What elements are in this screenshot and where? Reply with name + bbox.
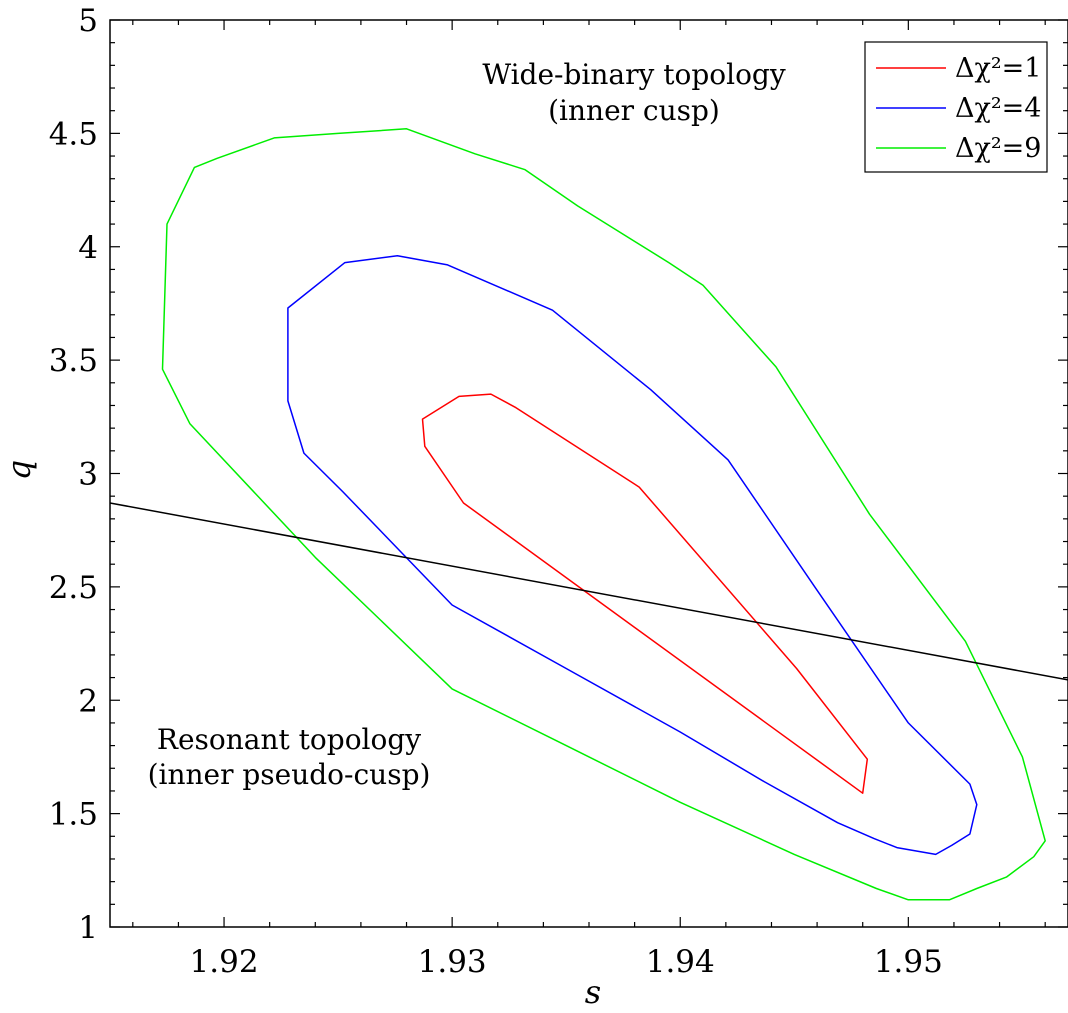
legend-label-3: Δχ²=9 <box>955 133 1041 164</box>
contour-series-1 <box>421 393 869 794</box>
y-tick-label: 2 <box>78 683 98 719</box>
y-tick-label: 4 <box>78 230 98 266</box>
contour-series-3 <box>161 128 1046 901</box>
boundary-layer <box>109 502 1068 681</box>
annotation-resonant-line1: Resonant topology <box>157 723 421 756</box>
y-tick-label: 1.5 <box>49 797 98 833</box>
annotation-resonant-line2: (inner pseudo-cusp) <box>148 758 431 791</box>
tick-layer <box>110 19 1068 928</box>
tick-label-layer: 1.92 1.93 1.94 1.95 1 1.5 2 2.5 3 3.5 4 4.5 5 <box>49 3 943 980</box>
legend: Δχ²=1 Δχ²=4 Δχ²=9 <box>864 41 1048 173</box>
x-axis-title: s <box>585 973 601 1011</box>
annotation-wide-binary: Wide-binary topology (inner cusp) <box>482 58 786 127</box>
y-tick-label: 3.5 <box>49 343 98 379</box>
x-tick-label: 1.94 <box>646 944 715 980</box>
y-tick-label: 4.5 <box>49 116 98 152</box>
series-layer <box>161 128 1046 901</box>
y-tick-label: 2.5 <box>49 570 98 606</box>
y-tick-label: 1 <box>78 910 98 946</box>
y-axis-title: q <box>0 460 38 480</box>
y-tick-label: 3 <box>78 457 98 493</box>
x-tick-label: 1.95 <box>874 944 943 980</box>
legend-label-2: Δχ²=4 <box>955 93 1041 124</box>
contour-series-2 <box>287 255 978 856</box>
legend-box <box>864 41 1048 173</box>
annotation-wide-binary-line1: Wide-binary topology <box>482 58 786 91</box>
legend-label-1: Δχ²=1 <box>955 53 1041 84</box>
topology-boundary-line <box>109 502 1068 681</box>
x-tick-label: 1.92 <box>190 944 259 980</box>
annotation-resonant: Resonant topology (inner pseudo-cusp) <box>148 723 431 791</box>
annotation-wide-binary-line2: (inner cusp) <box>548 94 720 127</box>
x-tick-label: 1.93 <box>418 944 487 980</box>
y-tick-label: 5 <box>78 3 98 39</box>
